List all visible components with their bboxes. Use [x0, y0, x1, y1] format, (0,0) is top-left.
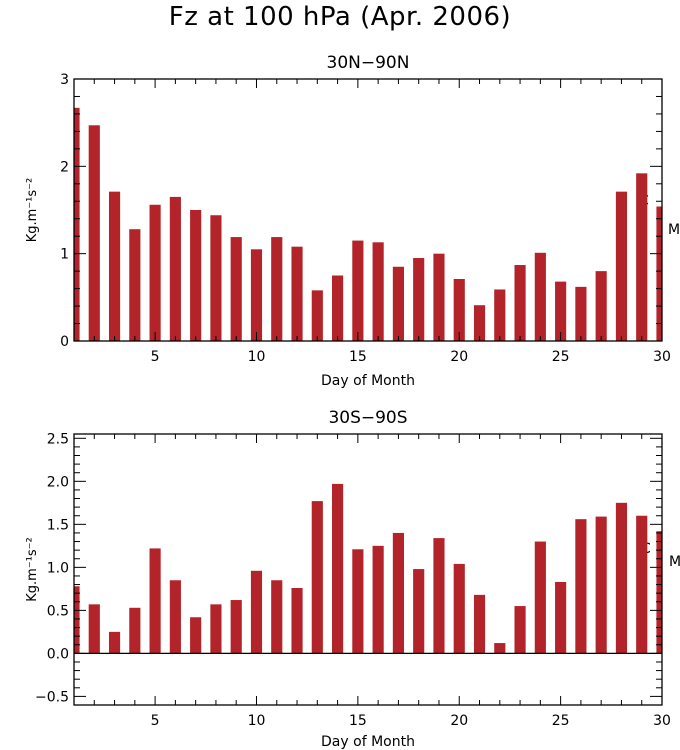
legend-entry-m: M	[669, 554, 680, 570]
x-tick-label: 5	[151, 349, 160, 365]
y-tick-label: 2.0	[47, 474, 69, 490]
bar-day-13	[311, 290, 323, 341]
bar-day-1	[74, 586, 80, 654]
x-tick-label: 10	[248, 713, 266, 729]
figure-title: Fz at 100 hPa (Apr. 2006)	[168, 2, 512, 32]
bar-day-16	[372, 545, 384, 654]
bar-day-10	[250, 570, 263, 654]
panel-title: 30N−90N	[327, 53, 410, 73]
bar-day-2	[88, 125, 100, 341]
bar-day-14	[332, 483, 344, 654]
bar-day-21	[473, 594, 486, 654]
bar-day-9	[230, 600, 242, 654]
bar-day-22	[494, 643, 506, 654]
bar-day-26	[575, 286, 587, 341]
y-tick-label: 2.5	[47, 431, 69, 447]
bar-day-17	[392, 266, 404, 341]
bar-day-20	[453, 278, 465, 341]
bar-day-23	[514, 606, 526, 654]
bar-day-2	[88, 604, 100, 654]
x-tick-label: 20	[450, 713, 468, 729]
bar-day-24	[534, 252, 546, 341]
x-tick-label: 15	[349, 713, 367, 729]
bar-day-6	[169, 580, 181, 654]
y-axis-label: Kg.m⁻¹s⁻²	[25, 178, 40, 243]
x-tick-label: 15	[349, 349, 367, 365]
y-tick-label: 0.5	[47, 603, 69, 619]
bar-day-14	[332, 275, 344, 341]
plot-frame	[73, 433, 663, 706]
legend-entry-m: M	[668, 222, 680, 238]
bar-day-29	[636, 173, 648, 341]
bar-day-19	[433, 253, 445, 341]
bar-day-9	[230, 237, 242, 341]
y-tick-label: 1.0	[47, 560, 69, 576]
bar-day-18	[413, 258, 425, 341]
bar-day-7	[190, 210, 202, 341]
bar-day-12	[291, 246, 303, 341]
bar-day-19	[433, 538, 445, 654]
bar-day-17	[392, 532, 404, 654]
bar-day-25	[555, 281, 567, 341]
bar-day-5	[149, 548, 161, 654]
panel-title: 30S−90S	[328, 408, 407, 428]
bar-day-12	[291, 587, 303, 654]
y-tick-label: 1	[60, 247, 69, 263]
y-tick-label: 2	[60, 159, 69, 175]
bar-day-16	[372, 242, 384, 341]
bar-day-22	[494, 289, 506, 341]
y-tick-label: 1.5	[47, 517, 69, 533]
bar-day-24	[534, 541, 546, 654]
bar-day-7	[190, 617, 202, 654]
bar-day-4	[129, 229, 141, 341]
plot-frame	[73, 78, 663, 342]
bar-day-27	[595, 271, 607, 341]
bar-day-5	[149, 204, 161, 341]
y-tick-label: −0.5	[35, 689, 69, 705]
y-axis-label: Kg.m⁻¹s⁻²	[25, 537, 40, 602]
y-tick-label: 0	[60, 334, 69, 350]
bar-day-3	[108, 631, 121, 654]
x-tick-label: 30	[653, 713, 671, 729]
y-tick-label: 0.0	[47, 646, 69, 662]
bar-day-11	[271, 237, 283, 341]
bar-day-6	[169, 196, 181, 341]
x-axis-label: Day of Month	[321, 734, 415, 750]
bar-day-28	[615, 502, 628, 654]
x-tick-label: 25	[552, 349, 570, 365]
bar-day-4	[129, 607, 141, 654]
bar-day-1	[74, 107, 80, 341]
y-tick-label: 3	[60, 72, 69, 88]
bar-day-15	[352, 240, 364, 341]
bar-day-21	[473, 305, 486, 341]
chart-panel-south: 30S−90S Day of Month Kg.m⁻¹s⁻² C M 51015…	[25, 408, 680, 750]
bar-day-25	[555, 581, 567, 654]
bar-day-8	[210, 604, 222, 654]
bar-day-18	[413, 569, 425, 654]
bar-day-29	[636, 515, 648, 654]
x-tick-label: 20	[450, 349, 468, 365]
bar-day-10	[250, 249, 263, 341]
chart-panel-north: 30N−90N Day of Month Kg.m⁻¹s⁻² C M 51015…	[25, 53, 680, 389]
bar-day-27	[595, 516, 607, 654]
bar-day-3	[108, 191, 121, 341]
bar-day-13	[311, 501, 323, 654]
x-tick-label: 5	[151, 713, 160, 729]
x-tick-label: 25	[552, 713, 570, 729]
bar-day-20	[453, 563, 465, 654]
x-axis-label: Day of Month	[321, 373, 415, 389]
x-tick-label: 30	[653, 349, 671, 365]
bar-day-30	[656, 206, 662, 341]
bar-day-26	[575, 519, 587, 654]
bar-day-28	[615, 191, 628, 341]
bar-day-23	[514, 265, 526, 341]
bar-day-8	[210, 215, 222, 341]
bar-day-30	[656, 531, 662, 654]
bar-day-11	[271, 580, 283, 654]
bar-day-15	[352, 549, 364, 654]
x-tick-label: 10	[248, 349, 266, 365]
